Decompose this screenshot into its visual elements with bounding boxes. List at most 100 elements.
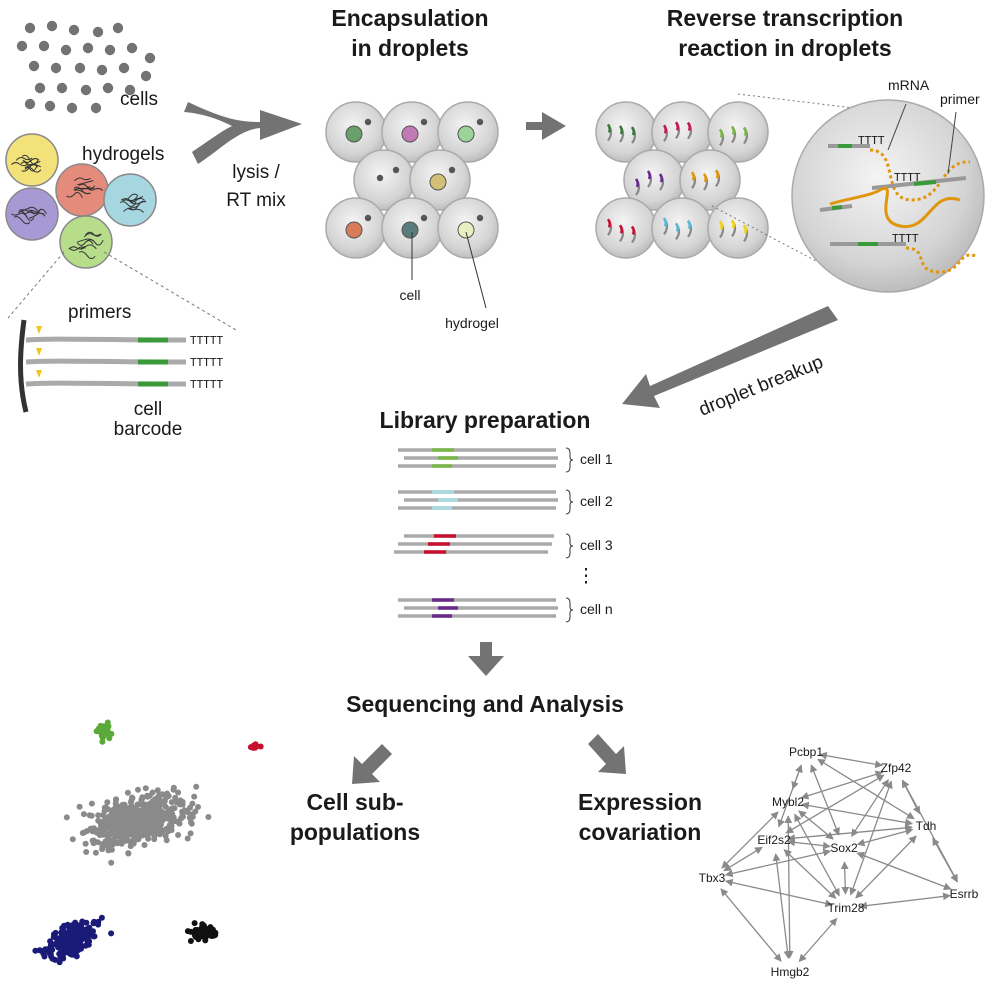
library-group: cell n xyxy=(398,597,613,623)
scatter-point xyxy=(151,818,158,825)
scatter-point xyxy=(167,822,174,829)
arrow-to-subpopulations xyxy=(352,744,392,784)
scatter-point xyxy=(175,832,182,838)
library-group-label: cell n xyxy=(580,601,613,617)
scatter-point xyxy=(202,931,209,937)
scatter-point xyxy=(80,811,87,818)
scatter-point xyxy=(52,956,58,963)
scatter-point xyxy=(187,819,194,826)
rt-droplet xyxy=(707,101,769,163)
scatter-point xyxy=(132,828,138,835)
primers-panel: primers TTTTT TTTTT TTTTT cell barcode xyxy=(18,302,223,440)
hydrogel-beads xyxy=(5,133,157,269)
encapsulation-heading-line2: in droplets xyxy=(351,35,469,61)
scatter-point xyxy=(102,806,108,813)
scatter-point xyxy=(176,820,183,827)
scatter-point xyxy=(142,814,149,821)
scatter-point xyxy=(78,924,85,931)
scatter-point xyxy=(163,837,170,844)
hydrogel-bead xyxy=(5,133,59,187)
scatter-point xyxy=(192,808,199,815)
scatter-point xyxy=(90,933,97,940)
droplet xyxy=(353,149,415,211)
zoom-line-left xyxy=(7,251,65,319)
network-node-zfp42: Zfp42 xyxy=(881,761,912,775)
covar-heading-line2: covariation xyxy=(579,819,702,845)
step-arrow-rt xyxy=(526,112,566,140)
library-group: cell 1 xyxy=(398,447,613,473)
droplet-cell-label: cell xyxy=(399,287,420,303)
scatter-point xyxy=(159,791,166,798)
scatter-point xyxy=(42,946,49,953)
scatter-point xyxy=(64,940,71,947)
cell-dot xyxy=(46,20,58,32)
scatter-point xyxy=(133,813,140,819)
scatter-point xyxy=(120,828,127,835)
cell-dot xyxy=(92,26,104,38)
network-edge xyxy=(856,851,952,891)
scatter-point xyxy=(205,814,212,820)
scatter-point xyxy=(187,804,193,811)
network-edge xyxy=(798,917,838,963)
network-node-mybl2: Mybl2 xyxy=(772,795,804,809)
mrna-label: mRNA xyxy=(888,77,930,93)
scatter-point xyxy=(164,827,171,834)
network-edge xyxy=(859,892,951,910)
droplet xyxy=(381,101,443,163)
scatter-point xyxy=(49,946,56,953)
hydrogel-pointer xyxy=(465,231,487,309)
cells-cloud xyxy=(16,20,156,114)
scatter-point xyxy=(72,945,79,952)
cell-dot xyxy=(38,40,50,52)
rt-droplet xyxy=(595,101,657,163)
scatter-point xyxy=(257,743,264,750)
scatter-point xyxy=(104,799,111,806)
polyT-tail: TTTTT xyxy=(190,334,223,347)
rt-zoom-line-top xyxy=(737,93,871,111)
cluster-scatter xyxy=(32,719,264,966)
scatter-point xyxy=(56,959,63,966)
cell-dot xyxy=(112,22,124,34)
scatter-point xyxy=(108,846,115,853)
scatter-point xyxy=(56,943,63,950)
cell-dot xyxy=(144,52,156,64)
scatter-point xyxy=(195,936,202,943)
scatter-point xyxy=(125,850,132,857)
scatter-point xyxy=(108,859,115,866)
barcode-label-line2: barcode xyxy=(114,419,183,440)
cell-dot xyxy=(60,44,72,56)
network-edge xyxy=(819,751,883,769)
network-node-esrrb: Esrrb xyxy=(950,887,979,901)
scatter-point xyxy=(106,818,113,825)
network-node-eif2s2: Eif2s2 xyxy=(757,833,791,847)
primers-label: primers xyxy=(68,302,131,323)
scatter-point xyxy=(198,931,205,938)
scatter-point xyxy=(157,801,164,808)
scatter-point xyxy=(88,800,95,807)
scatter-point xyxy=(104,730,111,737)
library-group-label: cell 3 xyxy=(580,537,613,553)
network-edge xyxy=(851,779,889,837)
scatter-point xyxy=(58,935,65,941)
scatter-point xyxy=(80,932,87,939)
scatter-point xyxy=(154,787,161,794)
scatter-point xyxy=(95,812,102,819)
scatter-point xyxy=(110,806,117,813)
scatter-point xyxy=(106,831,113,838)
primer-marker xyxy=(36,348,42,356)
network-edge xyxy=(849,780,893,896)
scatter-point xyxy=(142,785,149,792)
library-ellipsis: ⋮ xyxy=(577,566,596,587)
scatter-point xyxy=(104,719,111,726)
primer-label: primer xyxy=(940,91,980,107)
rt-droplet xyxy=(595,197,657,259)
encapsulation-heading-line1: Encapsulation xyxy=(331,5,488,31)
scatter-point xyxy=(120,816,127,823)
scatter-point xyxy=(47,942,54,949)
scatter-point xyxy=(156,825,163,832)
subpop-heading-line2: populations xyxy=(290,819,420,845)
scatter-point xyxy=(151,799,158,806)
scatter-point xyxy=(69,929,76,936)
network-edge xyxy=(724,848,832,878)
scatter-point xyxy=(64,923,71,929)
